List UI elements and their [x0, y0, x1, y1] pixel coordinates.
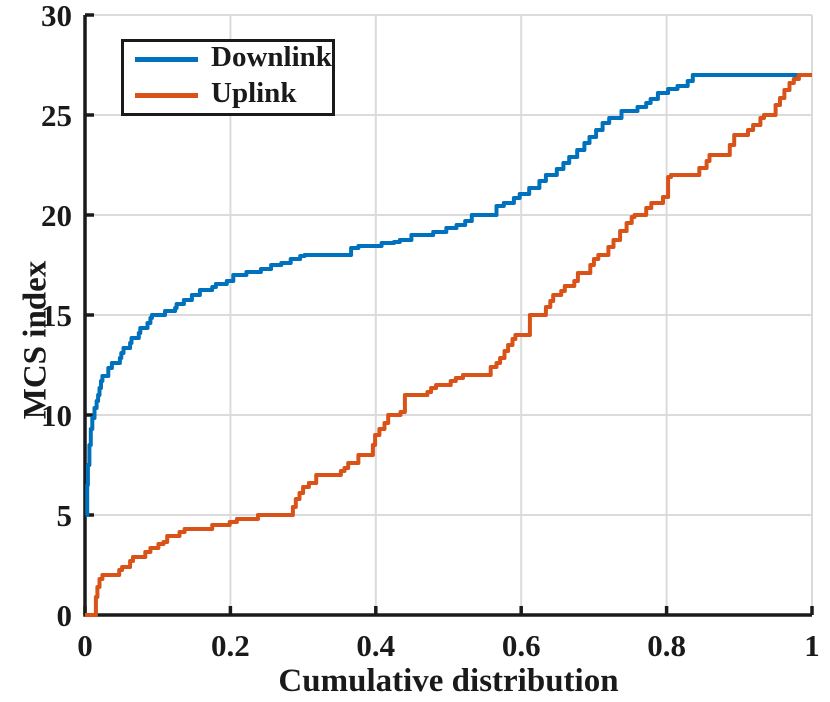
y-tick-label: 10 — [41, 398, 72, 433]
y-axis-title: MCS index — [17, 260, 54, 420]
y-tick-label: 5 — [57, 498, 73, 533]
downlink-curve — [85, 73, 812, 517]
legend-label-downlink: Downlink — [211, 41, 332, 74]
y-tick-label: 20 — [41, 198, 72, 233]
y-tick-label: 30 — [41, 0, 72, 33]
uplink-curve — [85, 73, 812, 617]
x-tick-label: 0.8 — [647, 628, 686, 663]
y-tick-label: 25 — [41, 98, 72, 133]
x-tick-label: 0.6 — [502, 628, 541, 663]
uplink-line-swatch — [135, 92, 198, 98]
x-tick-label: 0.4 — [356, 628, 395, 663]
x-tick-label: 0 — [77, 628, 93, 663]
legend: Downlink Uplink — [121, 39, 335, 116]
downlink-line-swatch — [135, 57, 198, 63]
x-tick-label: 0.2 — [211, 628, 250, 663]
y-tick-label: 0 — [57, 598, 73, 633]
legend-item-uplink: Uplink — [124, 76, 332, 110]
y-tick-label: 15 — [41, 298, 72, 333]
x-axis-title: Cumulative distribution — [278, 663, 619, 699]
x-tick-label: 1 — [804, 628, 820, 663]
legend-item-downlink: Downlink — [124, 41, 332, 75]
legend-label-uplink: Uplink — [211, 76, 297, 109]
